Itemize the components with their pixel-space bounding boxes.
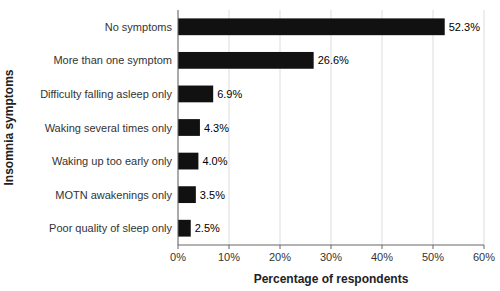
tick-label: 50% (422, 251, 444, 263)
grid-line (331, 10, 332, 245)
axis-line (178, 245, 484, 246)
grid (178, 10, 484, 245)
bar (178, 119, 200, 136)
bar (178, 52, 314, 69)
bar (178, 18, 445, 35)
tick-mark (178, 245, 179, 249)
category-label: More than one symptom (53, 54, 172, 66)
axis-line (178, 10, 179, 245)
category-label: Difficulty falling asleep only (40, 88, 172, 100)
tick-mark (229, 245, 230, 249)
data-label: 4.3% (204, 122, 229, 134)
y-axis-title: Insomnia symptoms (2, 69, 16, 185)
y-axis: Poor quality of sleep only MOTN awakening… (40, 10, 484, 245)
data-label: 4.0% (202, 155, 227, 167)
tick-label: 0% (170, 251, 186, 263)
grid-line (484, 10, 485, 245)
bars (178, 18, 445, 236)
x-axis-title: Percentage of respondents (254, 272, 409, 286)
grid-line (280, 10, 281, 245)
tick-label: 60% (473, 251, 495, 263)
category-label: MOTN awakenings only (55, 189, 172, 201)
tick-mark (280, 245, 281, 249)
tick-label: 30% (320, 251, 342, 263)
tick-mark (433, 245, 434, 249)
data-label: 2.5% (195, 222, 220, 234)
grid-line (433, 10, 434, 245)
grid-line (178, 10, 179, 245)
category-label: No symptoms (105, 21, 173, 33)
data-label: 52.3% (449, 21, 480, 33)
tick-label: 40% (371, 251, 393, 263)
tick-mark (382, 245, 383, 249)
tick-mark (331, 245, 332, 249)
tick-mark (484, 245, 485, 249)
category-label: Waking up too early only (52, 155, 173, 167)
tick-label: 20% (269, 251, 291, 263)
data-labels: 2.5% 3.5% 4.0% 4.3% 6.9% 26.6% 52.3% (195, 21, 480, 234)
data-label: 3.5% (200, 189, 225, 201)
data-label: 26.6% (318, 54, 349, 66)
tick-label: 10% (218, 251, 240, 263)
x-axis: 0% 10% 20% 30% 40% 50% 60% (170, 245, 495, 263)
grid-line (382, 10, 383, 245)
bar (178, 86, 213, 103)
chart: 0% 10% 20% 30% 40% 50% 60% 2.5% 3.5% 4.0% 4.3% 6.9%… (0, 0, 500, 291)
category-label: Waking several times only (45, 122, 173, 134)
bar (178, 153, 198, 170)
data-label: 6.9% (217, 88, 242, 100)
bar (178, 220, 191, 237)
category-label: Poor quality of sleep only (49, 222, 172, 234)
bar (178, 186, 196, 203)
